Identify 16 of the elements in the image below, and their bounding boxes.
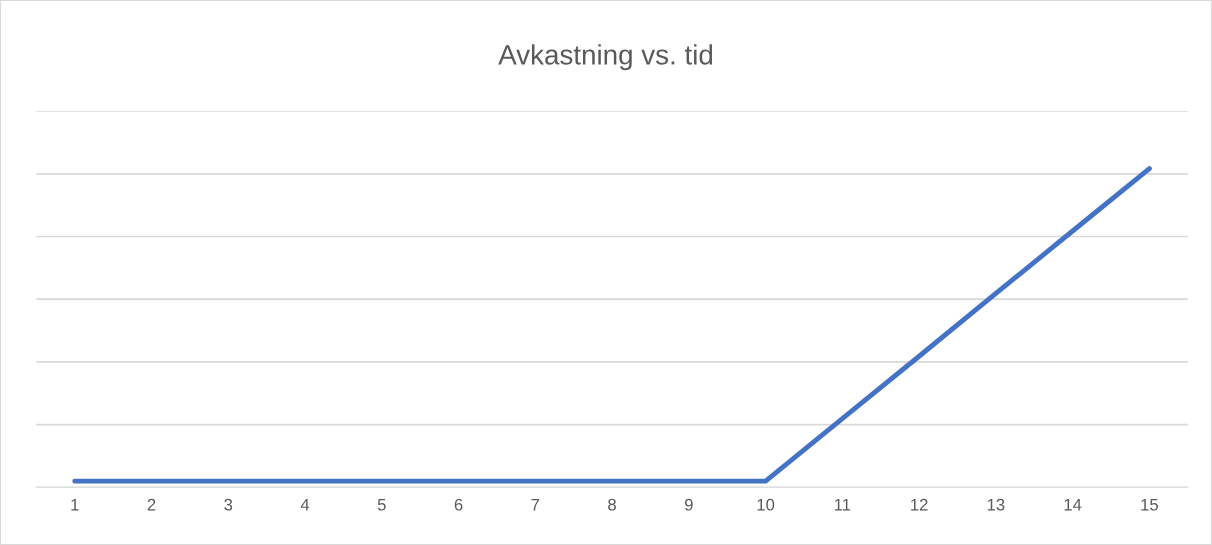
x-tick-label: 4: [300, 498, 310, 511]
x-tick-label: 7: [531, 498, 540, 511]
x-tick-label: 12: [911, 498, 928, 511]
x-tick-label: 11: [834, 498, 851, 511]
x-tick-label: 15: [1141, 498, 1158, 511]
x-tick-label: 2: [147, 498, 156, 511]
x-tick-label: 3: [224, 498, 233, 511]
x-tick-label: 14: [1064, 498, 1082, 511]
x-tick-label: 8: [608, 498, 616, 511]
x-tick-label: 6: [454, 498, 463, 511]
x-tick-label: 9: [684, 498, 693, 511]
x-tick-label: 1: [71, 498, 79, 511]
x-tick-label: 10: [757, 498, 775, 511]
chart-title: Avkastning vs. tid: [498, 44, 713, 71]
x-tick-label: 5: [377, 498, 386, 511]
x-tick-label: 13: [987, 498, 1005, 511]
